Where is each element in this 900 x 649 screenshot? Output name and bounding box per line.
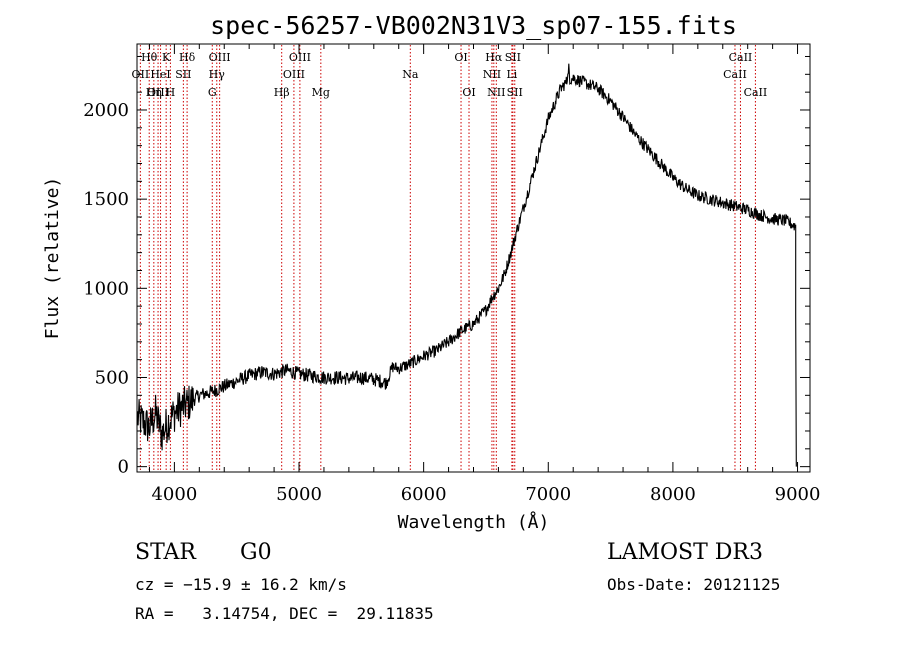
x-tick-label: 7000 (525, 484, 571, 505)
line-marker-label: CaII (729, 51, 753, 64)
series-line-flux (137, 63, 797, 467)
line-marker-label: CaII (744, 86, 768, 99)
x-axis-label: Wavelength (Å) (398, 511, 550, 533)
y-tick-label: 1000 (83, 278, 129, 299)
x-tick-label: 6000 (401, 484, 447, 505)
chart-title: spec-56257-VB002N31V3_sp07-155.fits (210, 11, 737, 40)
y-axis: 0 500 1000 1500 2000 (83, 55, 810, 478)
line-marker-label: OIII (209, 51, 231, 64)
obs-date: Obs-Date: 20121125 (607, 575, 781, 594)
plot-frame (136, 43, 811, 473)
line-marker-label: NII (487, 86, 505, 99)
y-tick-label: 2000 (83, 100, 129, 121)
x-tick-label: 4000 (151, 484, 197, 505)
line-markers (139, 45, 756, 471)
y-tick-label: 0 (118, 457, 129, 478)
y-axis-label: Flux (relative) (42, 177, 63, 340)
redshift-cz: cz = −15.9 ± 16.2 km/s (135, 575, 347, 594)
line-marker-label: OIII (289, 51, 311, 64)
x-tick-label: 8000 (650, 484, 696, 505)
line-marker-label: Hδ (179, 51, 196, 64)
y-tick-label: 500 (95, 367, 129, 388)
line-marker-label: Li (506, 68, 517, 81)
line-marker-label: Hη (146, 86, 162, 99)
x-tick-label: 5000 (276, 484, 322, 505)
line-marker-label: OIII (283, 68, 305, 81)
x-tick-label: 9000 (775, 484, 821, 505)
line-marker-label: Hα (485, 51, 503, 64)
line-marker-label: Na (402, 68, 419, 81)
line-marker-label: H (166, 86, 176, 99)
line-marker-label: Hγ (209, 68, 226, 81)
line-marker-label: Hθ (141, 51, 158, 64)
line-marker-label: NII (483, 68, 501, 81)
line-marker-label: K (162, 51, 171, 64)
line-marker-label: Mg (312, 86, 330, 99)
line-marker-label: SII (507, 86, 523, 99)
ra-dec: RA = 3.14754, DEC = 29.11835 (135, 604, 434, 623)
line-marker-label: OI (462, 86, 475, 99)
survey-name: LAMOST DR3 (607, 540, 763, 565)
y-tick-label: 1500 (83, 189, 129, 210)
object-class: STAR (135, 540, 196, 565)
line-marker-label: Hβ (274, 86, 290, 99)
line-marker-label: OIII (147, 86, 169, 99)
line-marker-label: OI (454, 51, 467, 64)
object-subclass: G0 (240, 540, 272, 565)
line-marker-label: HeI (150, 68, 170, 81)
line-marker-label: CaII (723, 68, 747, 81)
line-marker-label: SII (175, 68, 191, 81)
line-marker-label: SII (505, 51, 521, 64)
x-axis: 4000 5000 6000 7000 8000 9000 (148, 44, 821, 505)
line-marker-label: G (208, 86, 217, 99)
